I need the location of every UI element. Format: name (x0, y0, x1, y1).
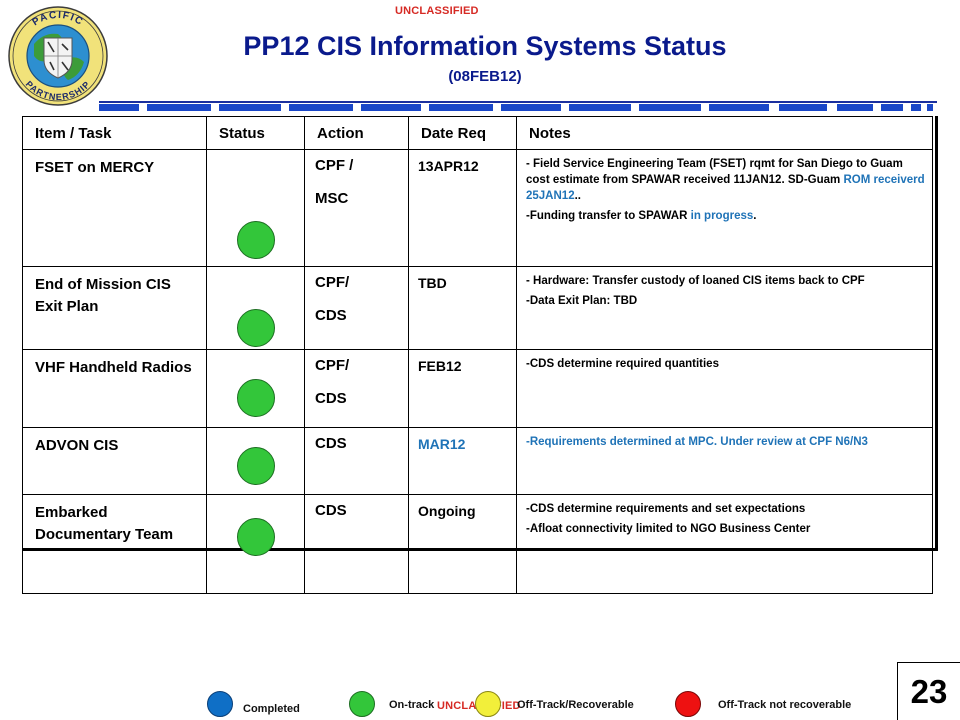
cell-notes: - Field Service Engineering Team (FSET) … (516, 149, 933, 267)
table-row: End of Mission CIS Exit Plan CPF/CDS TBD - … (22, 266, 933, 350)
action-line: CPF/ (315, 274, 350, 291)
title-rule-block (429, 104, 493, 111)
title-rule-block (219, 104, 281, 111)
title-rule-block (289, 104, 353, 111)
legend-dot-off-track-recoverable (475, 691, 501, 717)
column-header-item: Item / Task (22, 116, 207, 150)
action-line: CDS (315, 390, 347, 407)
title-rule-block (779, 104, 827, 111)
note-line: -Funding transfer to SPAWAR in progress. (526, 208, 926, 224)
cell-item-task: VHF Handheld Radios (22, 349, 207, 428)
cell-date-required: Ongoing (408, 494, 517, 594)
column-header-date: Date Req (408, 116, 517, 150)
title-rule-block (569, 104, 631, 111)
cell-item-task: FSET on MERCY (22, 149, 207, 267)
page-title: PP12 CIS Information Systems Status (243, 31, 727, 61)
legend-label-on-track: On-track (389, 699, 435, 711)
note-text: -Funding transfer to SPAWAR (526, 210, 691, 222)
action-line: CPF/ (315, 357, 350, 374)
pacific-partnership-logo: PACIFIC PARTNERSHIP (8, 6, 108, 106)
status-indicator-row-3 (237, 379, 275, 417)
cell-item-task: End of Mission CIS Exit Plan (22, 266, 207, 350)
action-line: CDS (315, 307, 347, 324)
cell-notes: -Requirements determined at MPC. Under r… (516, 427, 933, 495)
note-text: -CDS determine required quantities (526, 358, 719, 370)
table-header-row: Item / Task Status Action Date Req Notes (22, 116, 933, 150)
column-header-status: Status (206, 116, 305, 150)
column-header-action: Action (304, 116, 409, 150)
note-line: -Data Exit Plan: TBD (526, 293, 926, 309)
note-text: ROM receiverd 25JAN12 (526, 174, 925, 202)
cell-item-task: Embarked Documentary Team (22, 494, 207, 594)
status-indicator-row-1 (237, 221, 275, 259)
note-text: - Field Service Engineering Team (FSET) … (526, 158, 903, 186)
note-line: -CDS determine required quantities (526, 356, 926, 372)
status-indicator-row-2 (237, 309, 275, 347)
note-line: - Hardware: Transfer custody of loaned C… (526, 273, 926, 289)
slide-number: 23 (897, 662, 960, 720)
note-text: - Hardware: Transfer custody of loaned C… (526, 275, 865, 287)
cell-notes: - Hardware: Transfer custody of loaned C… (516, 266, 933, 350)
cell-date-required: FEB12 (408, 349, 517, 428)
cell-item-task: ADVON CIS (22, 427, 207, 495)
legend-label-completed: Completed (243, 703, 300, 715)
status-indicator-row-5 (237, 518, 275, 556)
title-rule-block (639, 104, 701, 111)
cell-action: CDS (304, 494, 409, 594)
cell-action: CDS (304, 427, 409, 495)
title-rule-block (881, 104, 903, 111)
title-rule-block (147, 104, 211, 111)
legend-dot-completed (207, 691, 233, 717)
legend-dot-off-track-not-recoverable (675, 691, 701, 717)
note-line: -Requirements determined at MPC. Under r… (526, 434, 926, 450)
title-rule-block (361, 104, 421, 111)
note-text: -CDS determine requirements and set expe… (526, 503, 806, 515)
action-line: CPF / (315, 157, 354, 174)
note-text: -Data Exit Plan: TBD (526, 295, 638, 307)
note-line: -CDS determine requirements and set expe… (526, 501, 926, 517)
action-line: CDS (315, 502, 347, 519)
action-line: CDS (315, 435, 347, 452)
table-row: VHF Handheld Radios CPF/CDS FEB12 -CDS dete… (22, 349, 933, 428)
cell-notes: -CDS determine required quantities (516, 349, 933, 428)
legend-dot-on-track (349, 691, 375, 717)
cell-action: CPF / MSC (304, 149, 409, 267)
note-line: - Field Service Engineering Team (FSET) … (526, 156, 926, 204)
cell-date-required: MAR12 (408, 427, 517, 495)
title-rule-block (501, 104, 561, 111)
table-row: FSET on MERCY CPF / MSC 13APR12 - Field Serv… (22, 149, 933, 267)
note-text: .. (574, 190, 581, 202)
table-row: Embarked Documentary Team CDS Ongoing -CDS … (22, 494, 933, 594)
title-rule-block (927, 104, 933, 111)
classification-banner-top: UNCLASSIFIED (395, 5, 479, 17)
table-row: ADVON CIS CDS MAR12 -Requirements determine… (22, 427, 933, 495)
note-text: -Afloat connectivity limited to NGO Busi… (526, 523, 811, 535)
cell-date-required: 13APR12 (408, 149, 517, 267)
cell-action: CPF/CDS (304, 349, 409, 428)
status-indicator-row-4 (237, 447, 275, 485)
legend-label-off-track-recoverable: Off-Track/Recoverable (517, 699, 634, 711)
note-line: -Afloat connectivity limited to NGO Busi… (526, 521, 926, 537)
cell-date-required: TBD (408, 266, 517, 350)
note-text: -Requirements determined at MPC. Under r… (526, 436, 868, 448)
title-rule-block (837, 104, 873, 111)
note-text: . (753, 210, 757, 222)
action-line: MSC (315, 190, 349, 207)
title-rule-block (99, 104, 139, 111)
note-text: in progress (690, 210, 754, 222)
title-rule-block (709, 104, 769, 111)
status-table: Item / Task Status Action Date Req Notes… (22, 116, 933, 594)
column-header-notes: Notes (516, 116, 933, 150)
cell-action: CPF/CDS (304, 266, 409, 350)
title-rule-block (911, 104, 921, 111)
legend-label-off-track-not-recoverable: Off-Track not recoverable (718, 699, 852, 711)
title-rule-decoration (99, 101, 937, 111)
cell-notes: -CDS determine requirements and set expe… (516, 494, 933, 594)
page-subtitle: (08FEB12) (448, 68, 522, 85)
